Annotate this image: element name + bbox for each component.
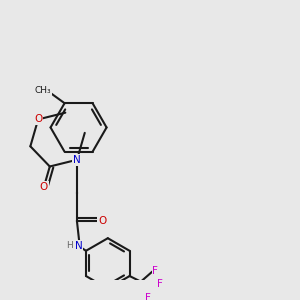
Text: H: H <box>67 241 73 250</box>
Text: N: N <box>74 241 82 251</box>
Text: CH₃: CH₃ <box>34 86 51 95</box>
Text: N: N <box>73 155 81 165</box>
Text: F: F <box>145 293 151 300</box>
Text: F: F <box>152 266 158 276</box>
Text: O: O <box>98 216 106 226</box>
Text: F: F <box>157 279 163 290</box>
Text: O: O <box>34 114 42 124</box>
Text: O: O <box>40 182 48 192</box>
